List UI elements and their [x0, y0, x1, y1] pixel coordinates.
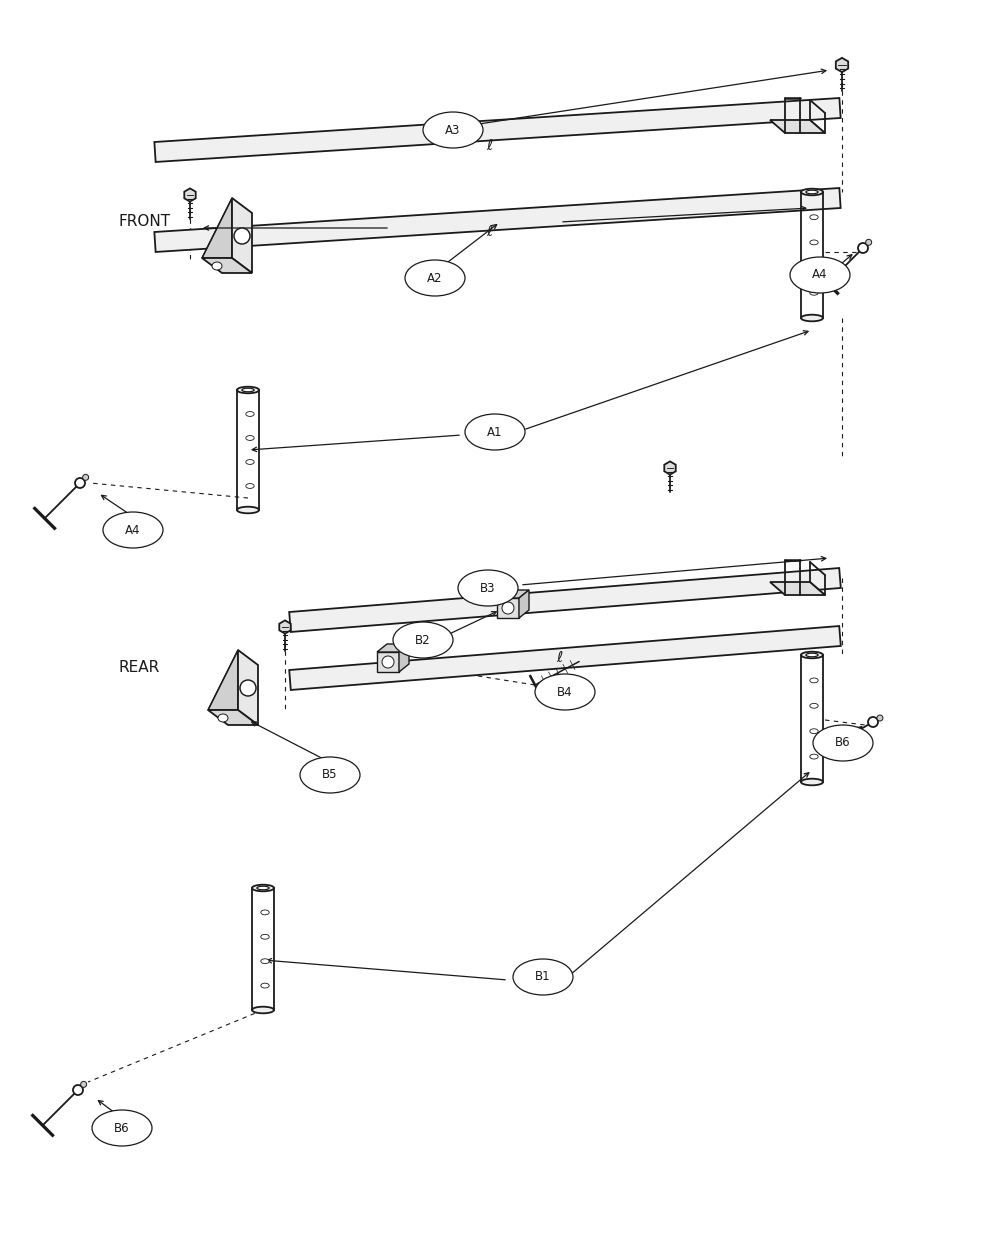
- Ellipse shape: [261, 959, 269, 964]
- Ellipse shape: [92, 1110, 152, 1145]
- Ellipse shape: [103, 512, 163, 547]
- Polygon shape: [279, 620, 291, 634]
- Ellipse shape: [810, 755, 818, 760]
- Text: B4: B4: [557, 686, 573, 699]
- Text: A4: A4: [125, 524, 141, 536]
- Text: A1: A1: [487, 425, 503, 439]
- Text: $\ell$: $\ell$: [486, 138, 494, 153]
- Ellipse shape: [801, 779, 823, 785]
- Polygon shape: [497, 598, 519, 618]
- Text: B1: B1: [535, 970, 551, 984]
- Ellipse shape: [246, 460, 254, 465]
- Polygon shape: [377, 644, 409, 652]
- Polygon shape: [208, 650, 238, 710]
- Text: A3: A3: [445, 123, 461, 137]
- Text: B2: B2: [415, 634, 431, 646]
- Ellipse shape: [806, 653, 818, 657]
- Polygon shape: [202, 258, 252, 272]
- Text: B6: B6: [835, 736, 851, 750]
- Ellipse shape: [252, 885, 274, 891]
- Ellipse shape: [257, 887, 269, 890]
- Ellipse shape: [790, 256, 850, 293]
- Ellipse shape: [810, 265, 818, 270]
- Polygon shape: [770, 582, 825, 596]
- Ellipse shape: [246, 483, 254, 488]
- Ellipse shape: [237, 507, 259, 513]
- Circle shape: [502, 602, 514, 614]
- Ellipse shape: [261, 983, 269, 988]
- Ellipse shape: [240, 681, 256, 695]
- Polygon shape: [238, 650, 258, 725]
- Ellipse shape: [810, 678, 818, 683]
- Ellipse shape: [813, 725, 873, 761]
- Polygon shape: [154, 187, 841, 252]
- Circle shape: [858, 243, 868, 253]
- Polygon shape: [208, 710, 258, 725]
- Text: $\ell$: $\ell$: [556, 651, 564, 666]
- Ellipse shape: [806, 190, 818, 194]
- Polygon shape: [232, 199, 252, 272]
- Ellipse shape: [801, 652, 823, 658]
- Ellipse shape: [393, 621, 453, 658]
- Ellipse shape: [810, 291, 818, 295]
- Ellipse shape: [513, 959, 573, 995]
- Ellipse shape: [237, 387, 259, 393]
- Text: REAR: REAR: [118, 661, 159, 676]
- Ellipse shape: [300, 757, 360, 793]
- Ellipse shape: [810, 729, 818, 734]
- Ellipse shape: [246, 412, 254, 417]
- Polygon shape: [497, 591, 529, 598]
- Polygon shape: [154, 97, 841, 162]
- Ellipse shape: [261, 910, 269, 915]
- Text: B6: B6: [114, 1122, 130, 1134]
- Ellipse shape: [801, 189, 823, 195]
- Ellipse shape: [801, 314, 823, 322]
- Polygon shape: [836, 58, 848, 73]
- Ellipse shape: [535, 674, 595, 710]
- Circle shape: [83, 475, 89, 481]
- Polygon shape: [519, 591, 529, 618]
- Ellipse shape: [423, 112, 483, 148]
- Text: A2: A2: [427, 271, 443, 285]
- Ellipse shape: [218, 714, 228, 723]
- Polygon shape: [664, 461, 676, 475]
- Circle shape: [866, 239, 872, 245]
- Text: B3: B3: [480, 582, 496, 594]
- Ellipse shape: [234, 228, 250, 244]
- Circle shape: [382, 656, 394, 668]
- Ellipse shape: [810, 703, 818, 708]
- Polygon shape: [289, 626, 841, 690]
- Ellipse shape: [212, 261, 222, 270]
- Polygon shape: [770, 120, 825, 133]
- Polygon shape: [202, 199, 232, 258]
- Circle shape: [73, 1085, 83, 1095]
- Polygon shape: [399, 644, 409, 672]
- Polygon shape: [377, 652, 399, 672]
- Text: B5: B5: [322, 768, 338, 782]
- Ellipse shape: [252, 1006, 274, 1014]
- Circle shape: [877, 715, 883, 721]
- Circle shape: [75, 478, 85, 488]
- Ellipse shape: [261, 935, 269, 940]
- Ellipse shape: [405, 260, 465, 296]
- Circle shape: [81, 1081, 87, 1088]
- Ellipse shape: [458, 570, 518, 605]
- Ellipse shape: [246, 435, 254, 440]
- Ellipse shape: [810, 240, 818, 245]
- Circle shape: [868, 718, 878, 727]
- Ellipse shape: [242, 388, 254, 392]
- Polygon shape: [184, 189, 196, 202]
- Ellipse shape: [465, 414, 525, 450]
- Text: A4: A4: [812, 269, 828, 281]
- Text: FRONT: FRONT: [118, 215, 170, 229]
- Text: $\ell$: $\ell$: [486, 224, 494, 239]
- Ellipse shape: [810, 215, 818, 219]
- Polygon shape: [289, 568, 841, 633]
